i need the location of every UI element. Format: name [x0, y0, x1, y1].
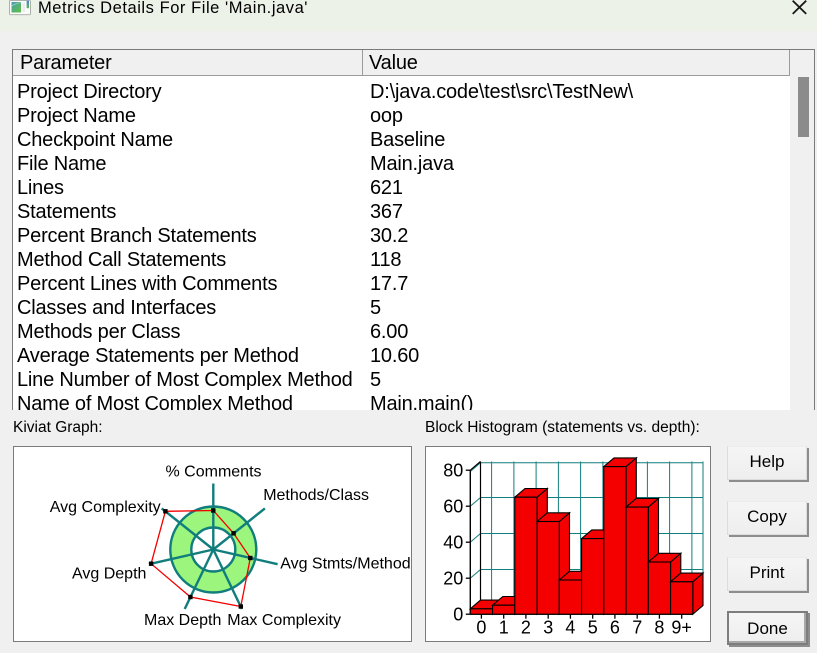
svg-text:80: 80: [443, 460, 463, 480]
svg-text:Avg Stmts/Method: Avg Stmts/Method: [280, 555, 410, 572]
svg-text:9+: 9+: [671, 617, 692, 637]
svg-text:Methods/Class: Methods/Class: [263, 487, 369, 504]
svg-text:0: 0: [453, 604, 463, 624]
svg-text:6: 6: [610, 617, 620, 637]
svg-text:40: 40: [443, 532, 463, 552]
svg-text:20: 20: [443, 568, 463, 588]
svg-text:Avg Complexity: Avg Complexity: [49, 499, 160, 516]
svg-text:8: 8: [654, 617, 664, 637]
svg-text:% Comments: % Comments: [165, 463, 261, 480]
svg-text:1: 1: [499, 617, 509, 637]
svg-text:3: 3: [543, 617, 553, 637]
svg-text:Avg Depth: Avg Depth: [72, 565, 146, 582]
svg-text:5: 5: [588, 617, 598, 637]
svg-text:60: 60: [443, 496, 463, 516]
svg-text:Max Depth: Max Depth: [144, 611, 221, 628]
svg-text:7: 7: [632, 617, 642, 637]
svg-text:0: 0: [476, 617, 486, 637]
svg-text:2: 2: [521, 617, 531, 637]
svg-text:4: 4: [565, 617, 575, 637]
svg-text:Max Complexity: Max Complexity: [227, 611, 341, 628]
